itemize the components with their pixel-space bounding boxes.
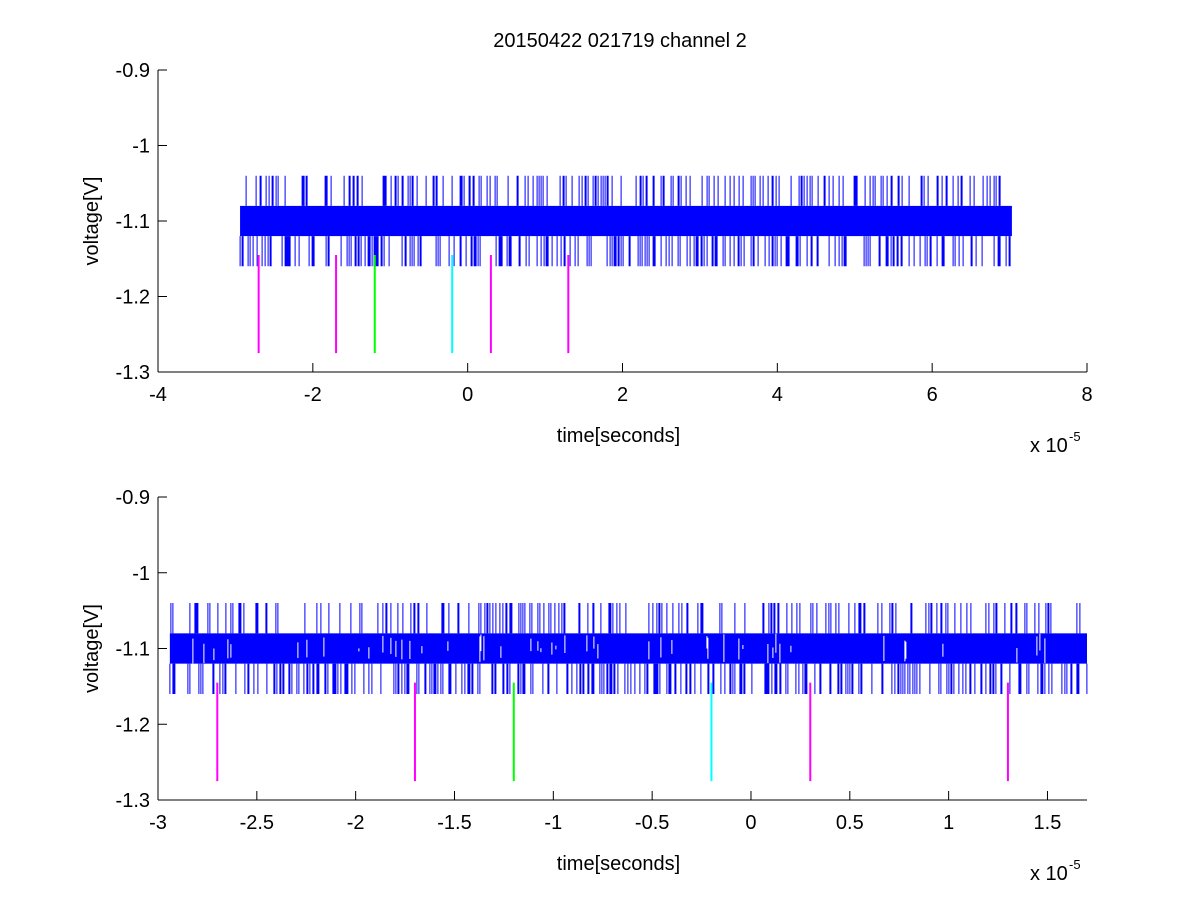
- x-tick-label: -1: [544, 812, 562, 834]
- x-tick-label: -3: [149, 812, 167, 834]
- y-tick-label: -1.2: [116, 714, 150, 736]
- x-tick-label: -4: [149, 384, 167, 406]
- y-tick-label: -1.1: [116, 211, 150, 233]
- x-tick-label: 2: [617, 384, 628, 406]
- x-multiplier-label: x 10: [1030, 435, 1068, 457]
- x-tick-label: 8: [1081, 384, 1092, 406]
- y-tick-label: -1.2: [116, 287, 150, 309]
- x-axis-label: time[seconds]: [557, 425, 680, 447]
- x-multiplier-label: x 10: [1030, 863, 1068, 885]
- y-tick-label: -1.1: [116, 639, 150, 661]
- axes-top: -0.9 -1 -1.1 -1.2 -1.3-4 -2 0 2 4 6 8 time[seconds]…: [81, 60, 1093, 457]
- y-axis-label: voltage[V]: [81, 177, 103, 266]
- axes-bottom: -0.9 -1 -1.1 -1.2 -1.3-3 -2.5 -2 -1.5 -1 -0.5 0 0.5…: [81, 487, 1088, 885]
- y-axis-label: voltage[V]: [81, 604, 103, 693]
- x-tick-label: 1: [943, 812, 954, 834]
- x-tick-label: 4: [772, 384, 783, 406]
- y-tick-label: -0.9: [116, 60, 150, 82]
- y-tick-label: -1.3: [116, 790, 150, 812]
- x-tick-label: 0: [745, 812, 756, 834]
- y-tick-label: -0.9: [116, 487, 150, 509]
- y-tick-label: -1: [132, 136, 150, 158]
- x-tick-label: 1.5: [1034, 812, 1062, 834]
- x-tick-label: -2: [304, 384, 322, 406]
- signal-band: [240, 205, 1012, 237]
- figure-title: 20150422 021719 channel 2: [493, 30, 747, 52]
- x-tick-label: 6: [927, 384, 938, 406]
- signal-band-gaps: [192, 633, 1046, 664]
- signal-spikes: [169, 603, 1088, 694]
- x-tick-label: 0: [462, 384, 473, 406]
- x-multiplier-exponent: -5: [1069, 857, 1081, 872]
- signal-band: [169, 633, 1088, 664]
- x-tick-label: -0.5: [635, 812, 669, 834]
- x-tick-label: -2: [347, 812, 365, 834]
- x-axis-label: time[seconds]: [557, 853, 680, 875]
- x-multiplier-exponent: -5: [1069, 429, 1081, 444]
- y-tick-label: -1: [132, 563, 150, 585]
- y-tick-label: -1.3: [116, 362, 150, 384]
- x-tick-label: -1.5: [437, 812, 471, 834]
- x-tick-label: 0.5: [836, 812, 864, 834]
- x-tick-label: -2.5: [240, 812, 274, 834]
- signal-spikes: [239, 175, 1011, 267]
